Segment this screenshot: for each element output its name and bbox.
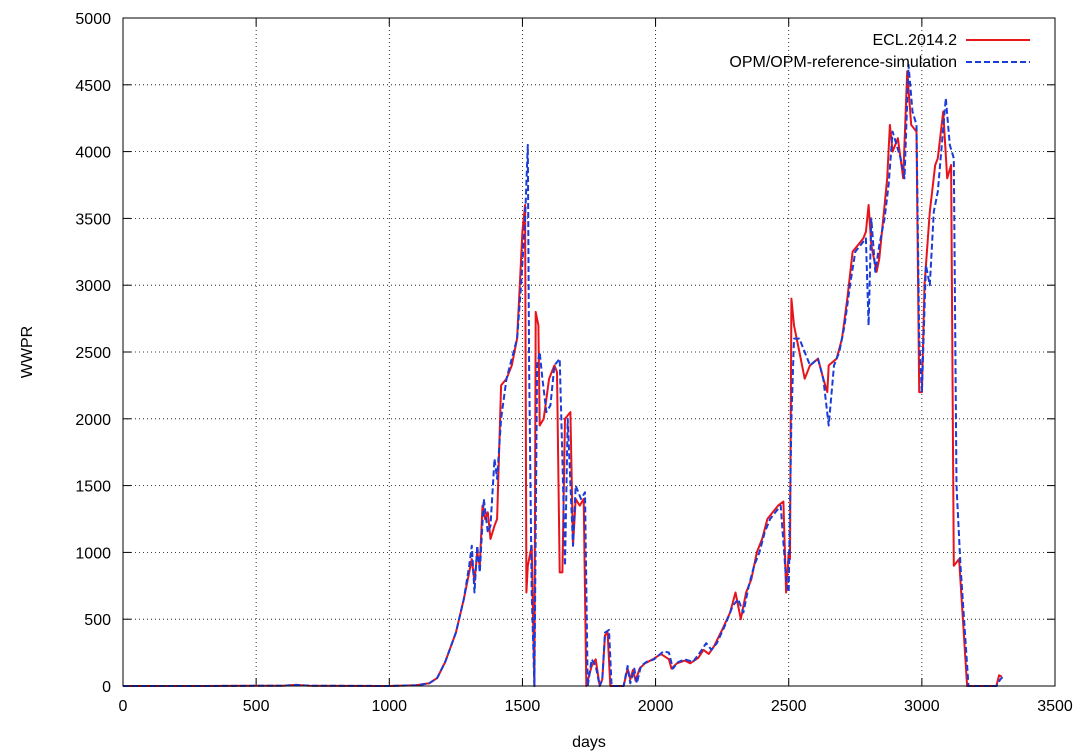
legend-label-ecl: ECL.2014.2: [872, 32, 957, 49]
y-tick-label: 3000: [75, 278, 111, 295]
y-tick-label: 1000: [75, 545, 111, 562]
y-tick-label: 5000: [75, 11, 111, 28]
y-tick-label: 2000: [75, 412, 111, 429]
x-tick-label: 1500: [505, 698, 541, 715]
x-tick-label: 2000: [638, 698, 674, 715]
y-tick-label: 4000: [75, 145, 111, 162]
plot-frame: [122, 17, 1056, 687]
plot-lines: [123, 63, 1004, 687]
series-line-opm: [123, 63, 1004, 687]
x-tick-label: 1000: [371, 698, 407, 715]
y-tick-label: 2500: [75, 345, 111, 362]
series-line-ecl: [123, 70, 1003, 687]
x-tick-label: 500: [243, 698, 270, 715]
y-tick-label: 4500: [75, 78, 111, 95]
y-axis: 0 500 1000 1500 2000 2500 3000 3500 4000 4500 5000: [75, 11, 1055, 696]
x-axis: 0 500 1000 1500 2000 2500 3000 3500: [119, 18, 1073, 715]
y-tick-label: 0: [102, 679, 111, 696]
y-tick-label: 1500: [75, 479, 111, 496]
x-axis-label: days: [572, 734, 606, 751]
x-tick-label: 0: [119, 698, 128, 715]
x-tick-label: 3500: [1037, 698, 1073, 715]
x-tick-label: 2500: [771, 698, 807, 715]
legend: ECL.2014.2 OPM/OPM-reference-simulation: [729, 32, 1030, 71]
legend-label-opm: OPM/OPM-reference-simulation: [729, 54, 957, 71]
y-tick-label: 3500: [75, 211, 111, 228]
y-axis-label: WWPR: [19, 326, 36, 378]
x-tick-label: 3000: [904, 698, 940, 715]
y-tick-label: 500: [84, 612, 111, 629]
